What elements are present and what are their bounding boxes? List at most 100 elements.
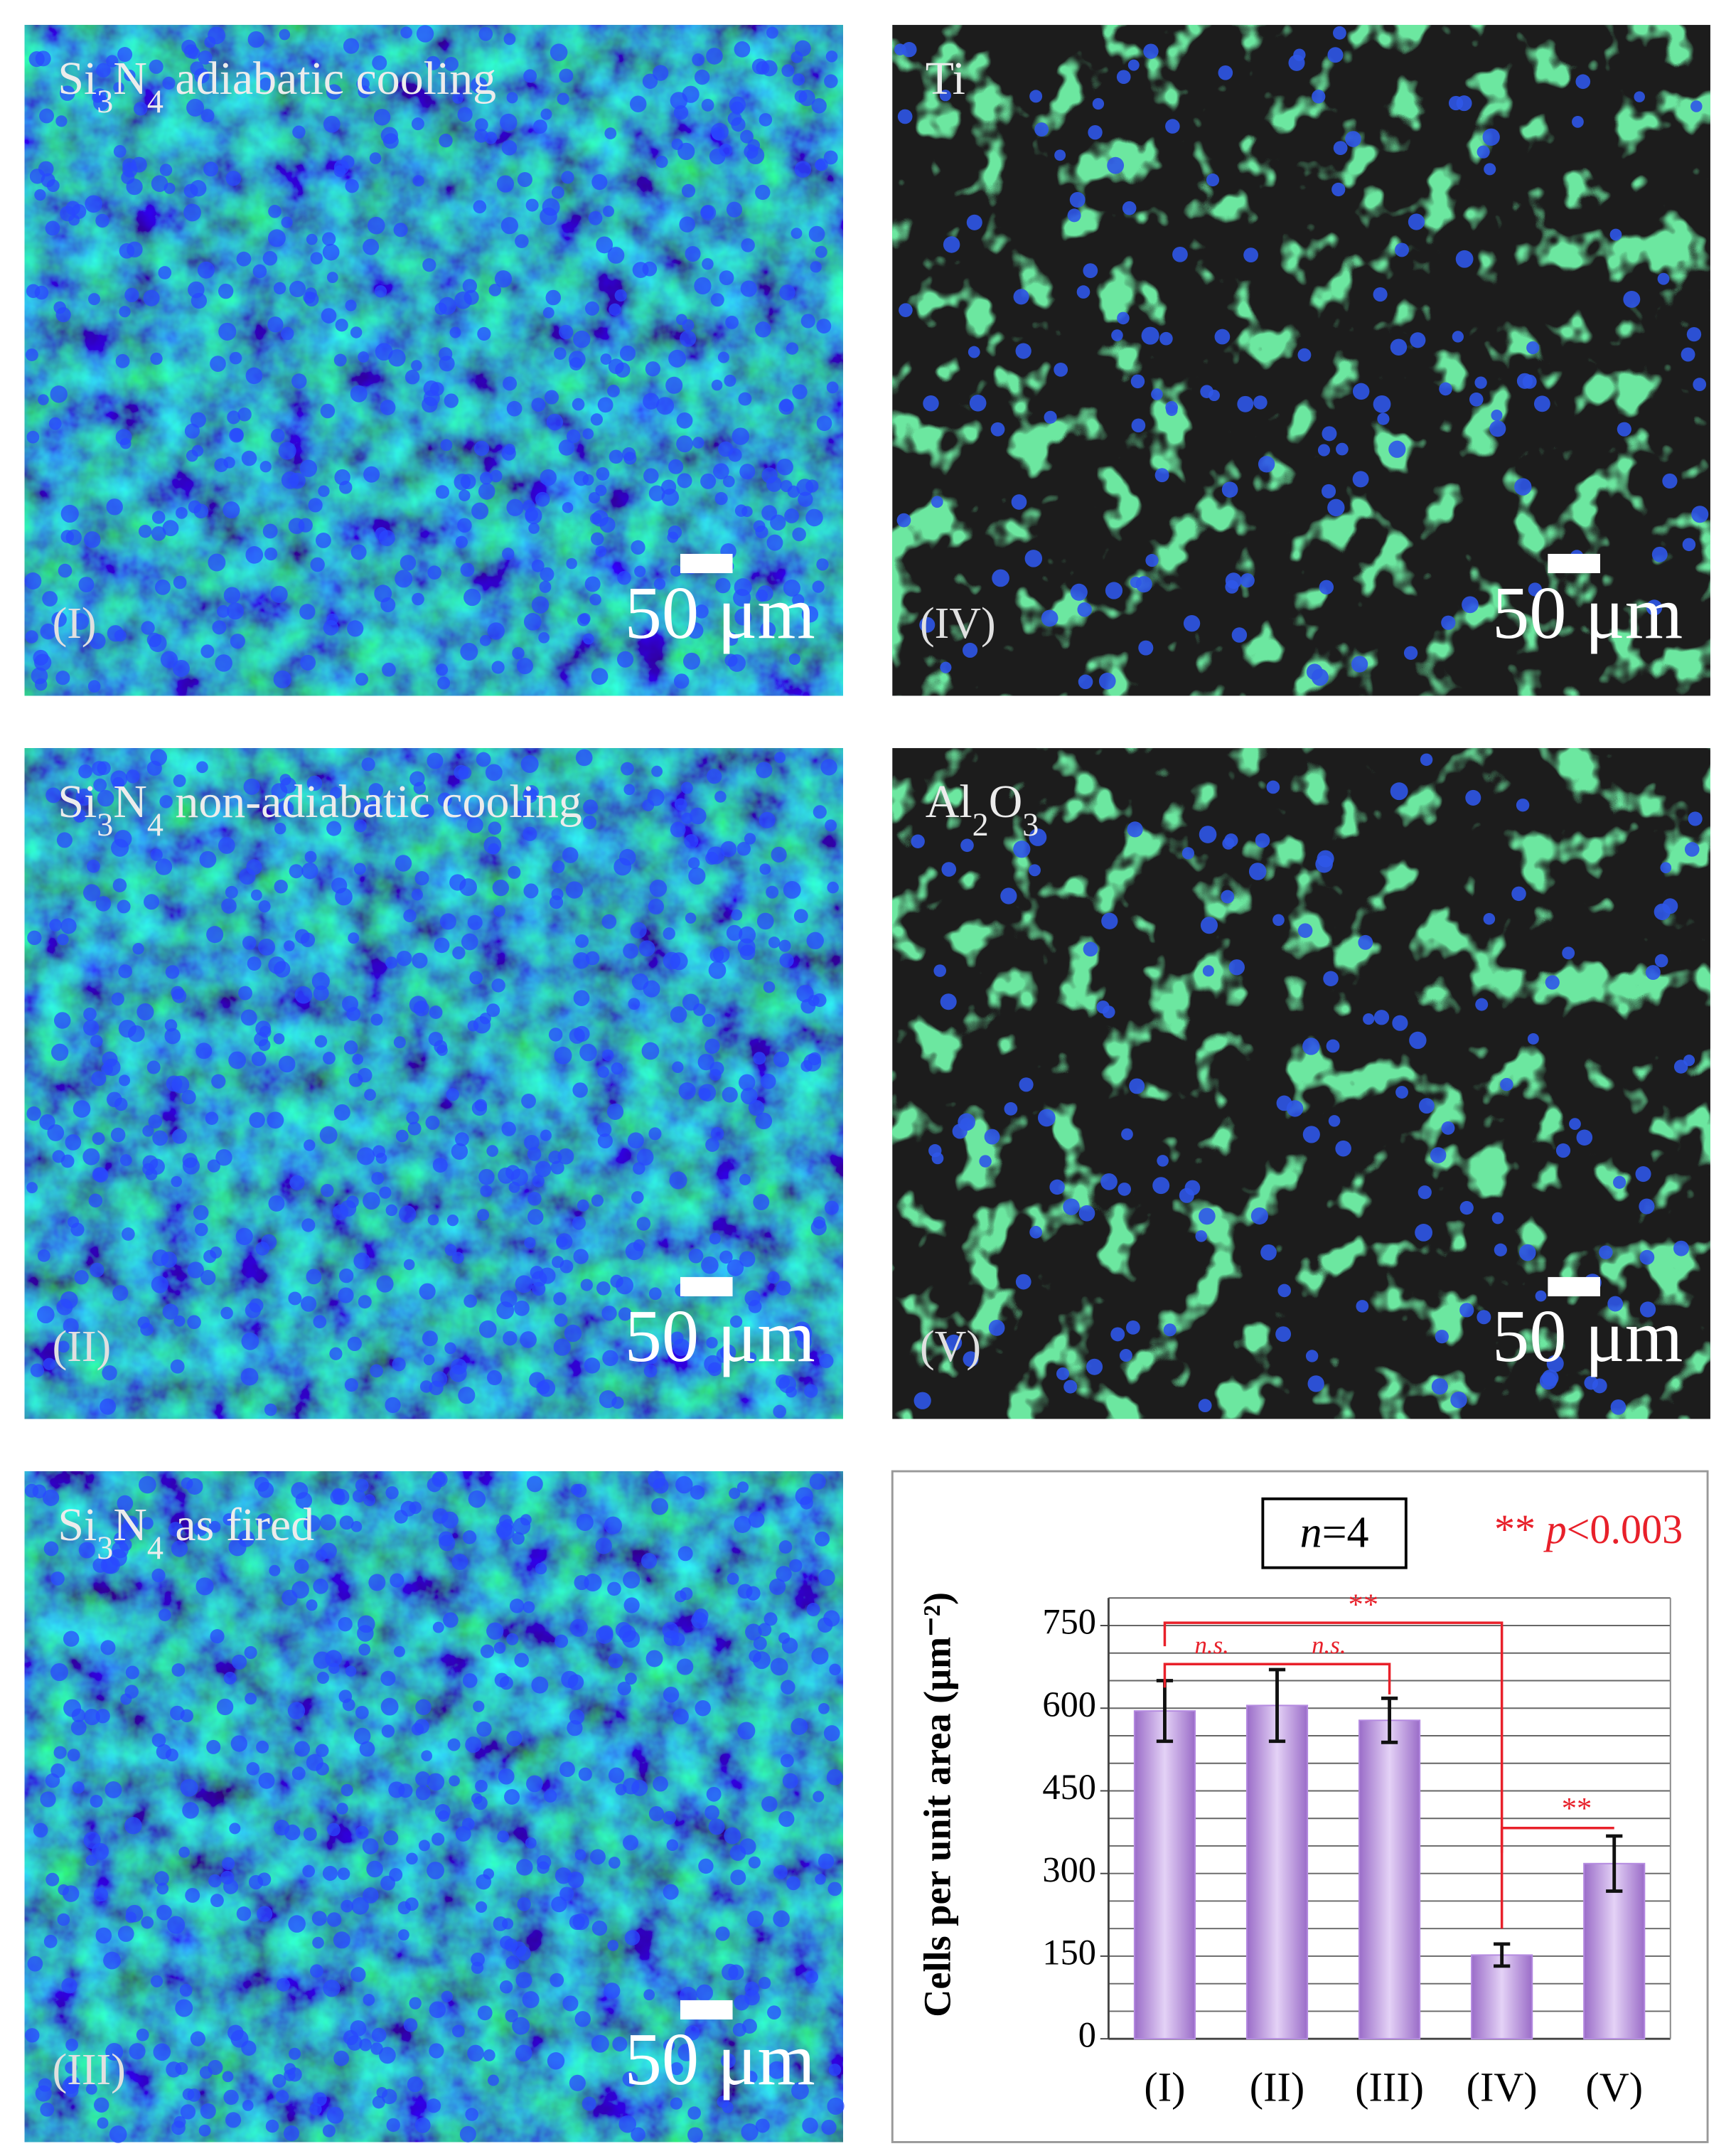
- nucleus: [623, 784, 636, 796]
- nucleus: [663, 1810, 677, 1825]
- nucleus: [218, 283, 234, 299]
- nucleus: [701, 98, 714, 112]
- nucleus: [648, 485, 665, 502]
- nucleus: [1358, 934, 1373, 950]
- nucleus: [454, 474, 471, 491]
- nucleus: [191, 412, 206, 428]
- nucleus: [92, 1132, 105, 1146]
- nucleus: [109, 2125, 127, 2143]
- nucleus: [374, 285, 387, 298]
- nucleus: [203, 1249, 217, 1264]
- nucleus: [1110, 1327, 1125, 1342]
- nucleus: [727, 1572, 739, 1585]
- nucleus: [1166, 404, 1178, 417]
- nucleus: [304, 850, 317, 863]
- nucleus: [627, 1132, 644, 1149]
- nucleus: [382, 662, 396, 677]
- nucleus: [736, 1481, 749, 1493]
- nucleus: [146, 1060, 161, 1074]
- nucleus: [513, 800, 530, 817]
- nucleus: [46, 179, 60, 193]
- nucleus: [341, 155, 355, 169]
- nucleus: [212, 620, 227, 635]
- nucleus: [1430, 1147, 1447, 1163]
- nucleus: [208, 1874, 222, 1888]
- text-part: <0.003: [1567, 1506, 1683, 1552]
- nucleus: [1054, 149, 1066, 161]
- nucleus: [142, 1163, 155, 1175]
- nucleus: [357, 1147, 375, 1165]
- nucleus: [756, 912, 774, 930]
- nucleus: [245, 1302, 261, 1318]
- nucleus: [186, 98, 205, 117]
- nucleus: [125, 1665, 139, 1680]
- nucleus: [717, 351, 729, 363]
- nucleus: [455, 1826, 471, 1842]
- nucleus: [159, 164, 173, 176]
- nucleus: [572, 397, 585, 411]
- nucleus: [400, 26, 412, 39]
- nucleus: [708, 961, 727, 979]
- nucleus: [573, 1249, 589, 1264]
- nucleus: [380, 597, 396, 613]
- nucleus: [61, 1978, 77, 1994]
- nucleus: [801, 606, 819, 623]
- nucleus: [748, 1856, 761, 1869]
- nucleus: [113, 144, 127, 158]
- nucleus: [1635, 1166, 1651, 1183]
- nucleus: [468, 1490, 486, 1508]
- nucleus: [110, 1127, 126, 1143]
- nucleus: [1646, 599, 1663, 616]
- nucleus: [320, 403, 336, 419]
- nucleus: [824, 74, 838, 88]
- nucleus: [736, 841, 751, 856]
- nucleus: [85, 1855, 97, 1867]
- x-tick-label: (I): [1144, 2064, 1185, 2110]
- nucleus: [827, 881, 839, 894]
- nucleus: [183, 203, 201, 222]
- nucleus: [162, 1303, 178, 1320]
- nucleus: [216, 1698, 234, 1716]
- nucleus: [724, 1827, 741, 1845]
- nucleus: [1116, 70, 1131, 85]
- nucleus: [301, 1218, 316, 1232]
- nucleus: [435, 485, 450, 499]
- nucleus: [1392, 1015, 1408, 1031]
- nucleus: [1029, 90, 1043, 103]
- nucleus: [776, 1281, 791, 1296]
- nucleus: [425, 1115, 440, 1130]
- nucleus: [304, 1139, 316, 1151]
- nucleus: [87, 293, 100, 306]
- nucleus: [642, 73, 658, 89]
- nucleus: [251, 889, 262, 901]
- nucleus: [966, 214, 982, 230]
- nucleus: [537, 1855, 552, 1869]
- nucleus: [1546, 1355, 1564, 1372]
- nucleus: [522, 500, 535, 513]
- nucleus: [813, 805, 827, 819]
- nucleus: [690, 1485, 705, 1500]
- nucleus: [726, 201, 743, 218]
- nucleus: [151, 1568, 166, 1583]
- nucleus: [310, 1964, 323, 1978]
- nucleus: [543, 1789, 557, 1803]
- nucleus: [1034, 122, 1049, 137]
- nucleus: [685, 912, 697, 924]
- nucleus: [60, 1291, 78, 1309]
- nucleus: [795, 1487, 813, 1505]
- nucleus: [761, 60, 778, 77]
- nucleus: [375, 343, 393, 361]
- nucleus: [506, 1730, 522, 1747]
- nucleus: [1681, 347, 1695, 362]
- nucleus: [427, 565, 441, 580]
- nucleus: [232, 1654, 247, 1670]
- nucleus: [827, 1882, 842, 1896]
- nucleus: [719, 270, 734, 286]
- nucleus: [158, 266, 172, 279]
- nucleus: [490, 469, 503, 483]
- nucleus: [805, 508, 823, 527]
- nucleus: [583, 799, 599, 815]
- nucleus: [25, 348, 38, 361]
- nucleus: [124, 1817, 142, 1835]
